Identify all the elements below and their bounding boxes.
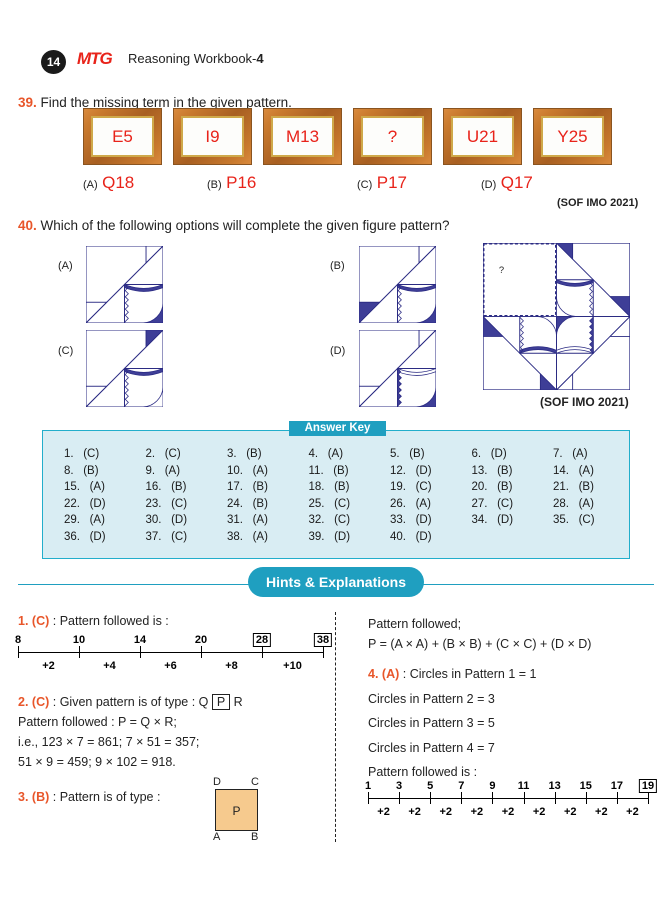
svg-text:?: ?	[499, 264, 504, 275]
